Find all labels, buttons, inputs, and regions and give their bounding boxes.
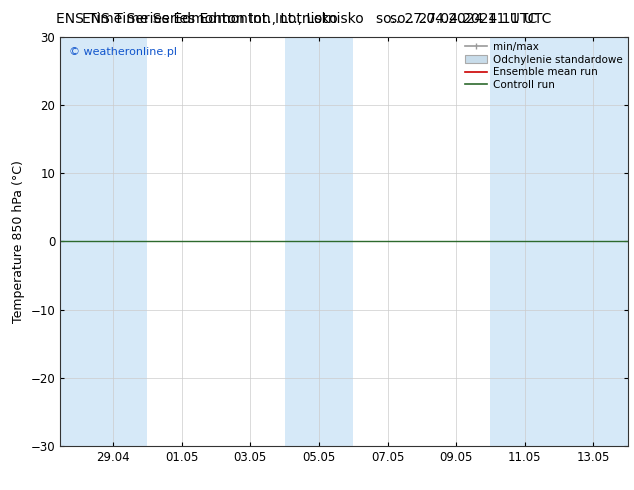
Text: so.. 27.04.2024 11 UTC: so.. 27.04.2024 11 UTC — [376, 12, 537, 26]
Text: ENS Time Series Edmonton Int., Lotnisko: ENS Time Series Edmonton Int., Lotnisko — [56, 12, 337, 26]
Y-axis label: Temperature 850 hPa (°C): Temperature 850 hPa (°C) — [12, 160, 25, 323]
Bar — [60, 37, 148, 446]
Text: © weatheronline.pl: © weatheronline.pl — [68, 47, 177, 57]
Bar — [285, 37, 353, 446]
Bar — [491, 37, 628, 446]
Text: ENS Time Series Edmonton Int., Lotnisko      so.. 27.04.2024 11 UTC: ENS Time Series Edmonton Int., Lotnisko … — [82, 12, 552, 26]
Legend: min/max, Odchylenie standardowe, Ensemble mean run, Controll run: min/max, Odchylenie standardowe, Ensembl… — [462, 40, 624, 92]
